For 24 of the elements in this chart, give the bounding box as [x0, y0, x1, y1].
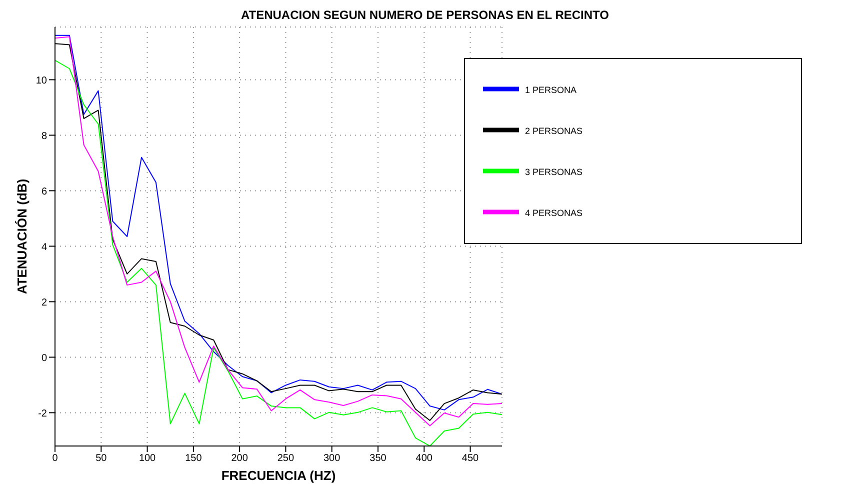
y-tick-label: 8: [41, 130, 48, 142]
legend-label: 4 PERSONAS: [525, 208, 583, 218]
x-tick-label: 100: [138, 453, 156, 464]
y-tick-label: 4: [41, 242, 48, 253]
legend-label: 1 PERSONA: [525, 85, 577, 95]
legend-label: 2 PERSONAS: [525, 126, 583, 136]
legend-label: 3 PERSONAS: [525, 167, 583, 177]
y-tick-label: 6: [41, 186, 48, 198]
chart-title: ATENUACION SEGUN NUMERO DE PERSONAS EN EL RECINTO: [240, 8, 610, 22]
x-tick-label: 450: [462, 453, 480, 464]
x-tick-label: 350: [370, 453, 387, 464]
x-tick-label: 0: [52, 453, 58, 464]
x-axis-title: FRECUENCIA (HZ): [221, 468, 336, 483]
x-tick-label: 50: [96, 453, 108, 464]
x-tick-label: 150: [185, 453, 202, 464]
y-tick-label: 10: [36, 75, 48, 86]
x-tick-label: 300: [324, 453, 341, 464]
x-tick-label: 250: [277, 453, 294, 464]
y-tick-label: 0: [41, 352, 48, 364]
x-tick-label: 200: [231, 453, 248, 464]
y-tick-label: -2: [38, 408, 48, 420]
y-axis-title: ATENUACIÓN (dB): [14, 178, 30, 294]
y-tick-label: 2: [41, 297, 48, 308]
x-tick-label: 400: [416, 453, 433, 464]
